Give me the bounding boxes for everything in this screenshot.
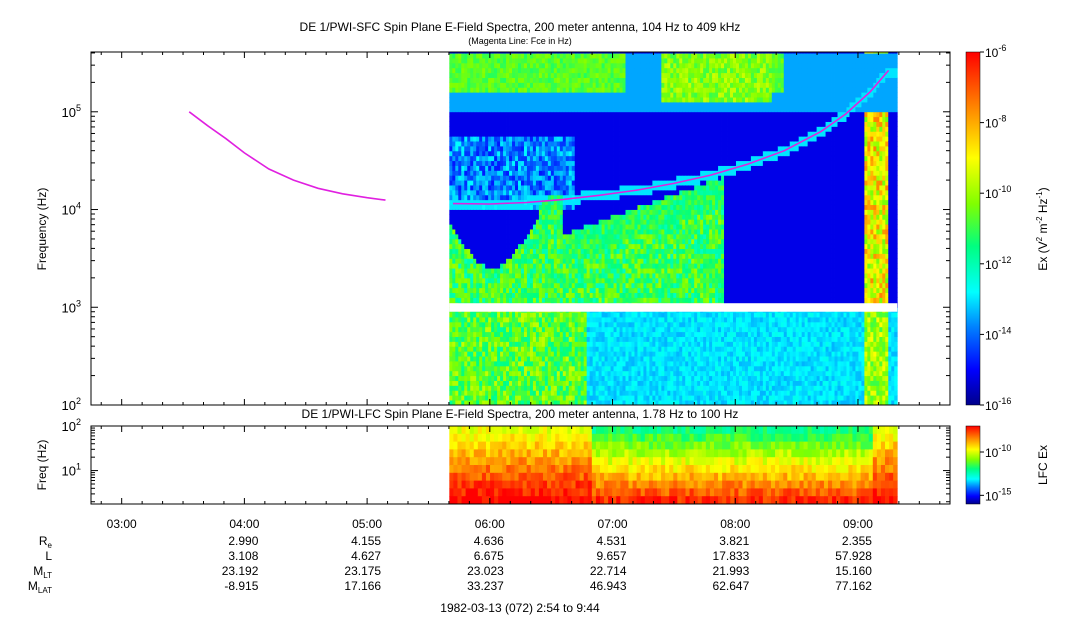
ephemeris-value: 46.943	[590, 579, 627, 593]
ephemeris-value: 4.155	[351, 534, 381, 548]
ephemeris-row-label: L	[45, 549, 52, 563]
ephemeris-value: 23.175	[344, 564, 381, 578]
lfc-colorbar	[966, 426, 980, 504]
x-tick-label: 07:00	[598, 517, 628, 531]
y-tick-label: 105	[62, 103, 81, 120]
ephemeris-value: 23.192	[222, 564, 259, 578]
x-tick-label: 05:00	[352, 517, 382, 531]
colorbar-tick-label: 10-6	[985, 43, 1006, 60]
colorbar-tick-label: 10-8	[985, 114, 1006, 131]
lfc-panel: DE 1/PWI-LFC Spin Plane E-Field Spectra,…	[35, 407, 1050, 504]
ephemeris-row-label: Re	[39, 534, 53, 550]
y-tick-label: 102	[62, 417, 81, 434]
sfc-colorbar-label: Ex (V2 m-2 Hz-1)	[1035, 187, 1050, 270]
colorbar-tick-label: 10-10	[985, 184, 1011, 201]
sfc-title: DE 1/PWI-SFC Spin Plane E-Field Spectra,…	[300, 20, 741, 34]
sfc-panel: DE 1/PWI-SFC Spin Plane E-Field Spectra,…	[35, 20, 1050, 413]
sfc-colorbar	[966, 52, 980, 405]
ephemeris-value: 2.355	[842, 534, 872, 548]
cbar-label-part: m	[1036, 224, 1050, 237]
ephemeris-value: 4.627	[351, 549, 381, 563]
ephemeris-value: 23.023	[467, 564, 504, 578]
ephemeris-value: 9.657	[597, 549, 627, 563]
x-tick-label: 06:00	[475, 517, 505, 531]
ephemeris-value: 77.162	[835, 579, 872, 593]
ephemeris-value: -8.915	[224, 579, 258, 593]
ephemeris-value: 4.636	[474, 534, 504, 548]
colorbar-tick-label: 10-10	[985, 443, 1011, 460]
footer-date: 1982-03-13 (072) 2:54 to 9:44	[440, 601, 600, 615]
sfc-colorbar-ticks: 10-6 10-8 10-10 10-12 10-14 10-16	[980, 43, 1011, 413]
cbar-label-part: Ex (V	[1036, 241, 1050, 270]
ephemeris-value: 17.166	[344, 579, 381, 593]
ephemeris-table: Re 2.990 4.155 4.636 4.531 3.821 2.355 L 3.108 4.…	[28, 534, 872, 595]
ephemeris-value: 3.108	[228, 549, 258, 563]
y-tick-label: 102	[62, 396, 81, 413]
ephemeris-value: 33.237	[467, 579, 504, 593]
ephemeris-row-label: MLAT	[28, 579, 52, 595]
ephemeris-value: 2.990	[228, 534, 258, 548]
ephemeris-value: 22.714	[590, 564, 627, 578]
sfc-ylabel: Frequency (Hz)	[35, 188, 49, 271]
lfc-ylabel: Freq (Hz)	[35, 440, 49, 491]
cbar-label-part: Hz	[1036, 198, 1050, 216]
sfc-subtitle: (Magenta Line: Fce in Hz)	[468, 36, 572, 46]
y-tick-label: 101	[62, 462, 81, 479]
colorbar-tick-label: 10-15	[985, 486, 1011, 503]
ephemeris-value: 57.928	[835, 549, 872, 563]
cbar-label-part: )	[1036, 187, 1050, 191]
colorbar-tick-label: 10-12	[985, 255, 1011, 272]
ephemeris-value: 21.993	[713, 564, 750, 578]
ephemeris-row-label: MLT	[33, 564, 52, 580]
fce-line	[189, 112, 385, 200]
y-tick-label: 104	[62, 201, 81, 218]
colorbar-tick-label: 10-16	[985, 396, 1011, 413]
ephemeris-value: 62.647	[713, 579, 750, 593]
y-tick-label: 103	[62, 298, 81, 315]
lfc-spectrogram	[449, 426, 897, 504]
ephemeris-value: 17.833	[713, 549, 750, 563]
sfc-spectrogram	[449, 48, 897, 405]
lfc-colorbar-label: LFC Ex	[1036, 445, 1050, 485]
x-tick-label: 08:00	[720, 517, 750, 531]
ephemeris-value: 4.531	[597, 534, 627, 548]
ephemeris-value: 6.675	[474, 549, 504, 563]
colorbar-tick-label: 10-14	[985, 325, 1011, 342]
lfc-colorbar-ticks: 10-10 10-15	[980, 443, 1011, 503]
x-tick-label: 04:00	[229, 517, 259, 531]
ephemeris-value: 3.821	[719, 534, 749, 548]
ephemeris-value: 15.160	[835, 564, 872, 578]
x-tick-label: 03:00	[107, 517, 137, 531]
x-tick-label: 09:00	[843, 517, 873, 531]
lfc-title: DE 1/PWI-LFC Spin Plane E-Field Spectra,…	[302, 407, 739, 421]
